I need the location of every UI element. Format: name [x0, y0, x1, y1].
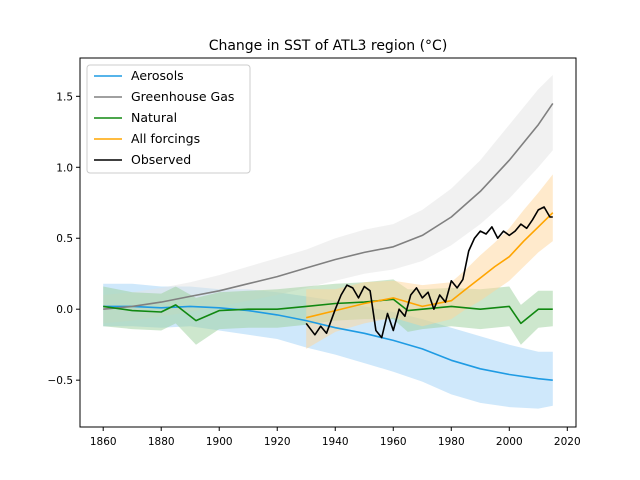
y-tick-label: 0.5 [56, 233, 73, 245]
all-forcings-line [306, 212, 554, 319]
natural-line [103, 298, 553, 325]
y-tick-label: 1.5 [56, 91, 73, 103]
legend: Aerosols Greenhouse Gas Natural All forcing… [86, 64, 251, 174]
legend-label-greenhouse-gas: Greenhouse Gas [131, 89, 234, 104]
x-tick-label: 1940 [322, 436, 349, 448]
observed-line [305, 206, 553, 339]
y-axis: −0.5 0.0 0.5 1.0 1.5 [48, 91, 80, 387]
x-axis: 1860 1880 1900 1920 1940 1960 1980 2000 2020 [90, 427, 581, 448]
greenhouse-gas-line [103, 102, 554, 310]
legend-box [86, 64, 251, 174]
legend-label-aerosols: Aerosols [131, 68, 184, 83]
y-tick-label: 0.0 [56, 304, 73, 316]
x-tick-label: 1920 [264, 436, 291, 448]
chart-title: Change in SST of ATL3 region (°C) [209, 38, 448, 54]
x-tick-label: 2000 [496, 436, 523, 448]
x-tick-label: 2020 [554, 436, 581, 448]
legend-label-natural: Natural [131, 110, 177, 125]
x-tick-label: 1960 [380, 436, 407, 448]
y-tick-label: 1.0 [56, 162, 73, 174]
x-tick-label: 1860 [90, 436, 117, 448]
legend-label-all-forcings: All forcings [131, 131, 200, 146]
series-lines [103, 102, 554, 381]
y-tick-label: −0.5 [48, 375, 74, 387]
x-tick-label: 1980 [438, 436, 465, 448]
aerosols-line [103, 305, 553, 381]
x-tick-label: 1880 [148, 436, 175, 448]
x-tick-label: 1900 [206, 436, 233, 448]
all-forcings-band [306, 174, 553, 349]
legend-label-observed: Observed [131, 152, 191, 167]
plot-frame [79, 57, 577, 428]
